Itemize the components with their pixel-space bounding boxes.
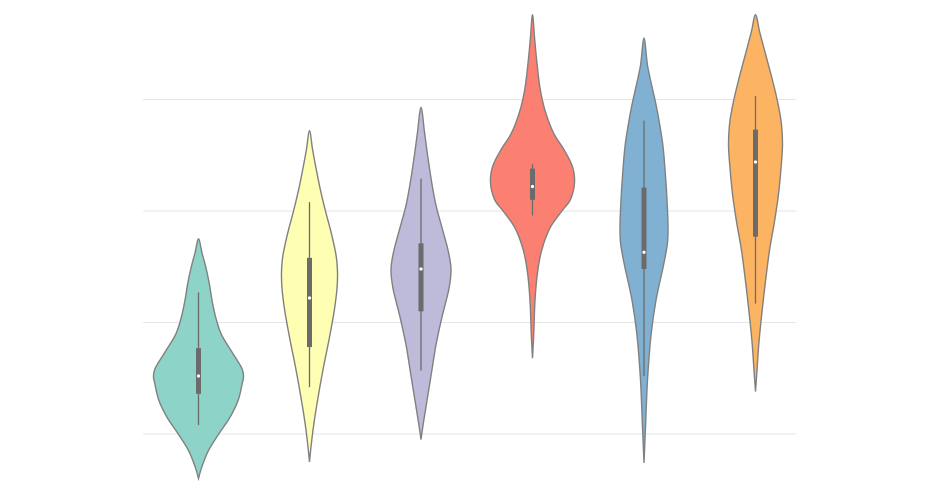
iqr-box-1 [196,348,201,394]
iqr-box-2 [307,257,312,348]
iqr-box-6 [753,129,758,237]
iqr-box-4 [530,168,535,200]
median-point-2 [307,296,312,300]
median-point-6 [753,160,758,164]
median-point-3 [419,267,423,271]
median-point-4 [530,184,535,189]
iqr-box-5 [641,187,647,269]
violin-3 [390,106,452,440]
median-point-1 [196,374,201,378]
violin-4 [489,14,576,359]
iqr-box-3 [418,243,424,312]
violin-6 [727,14,784,392]
gridlines [143,99,796,435]
violin-1 [152,238,245,482]
violin-5 [619,37,669,464]
violin-series [152,14,784,482]
violin-2 [280,130,339,462]
median-point-5 [642,250,646,254]
